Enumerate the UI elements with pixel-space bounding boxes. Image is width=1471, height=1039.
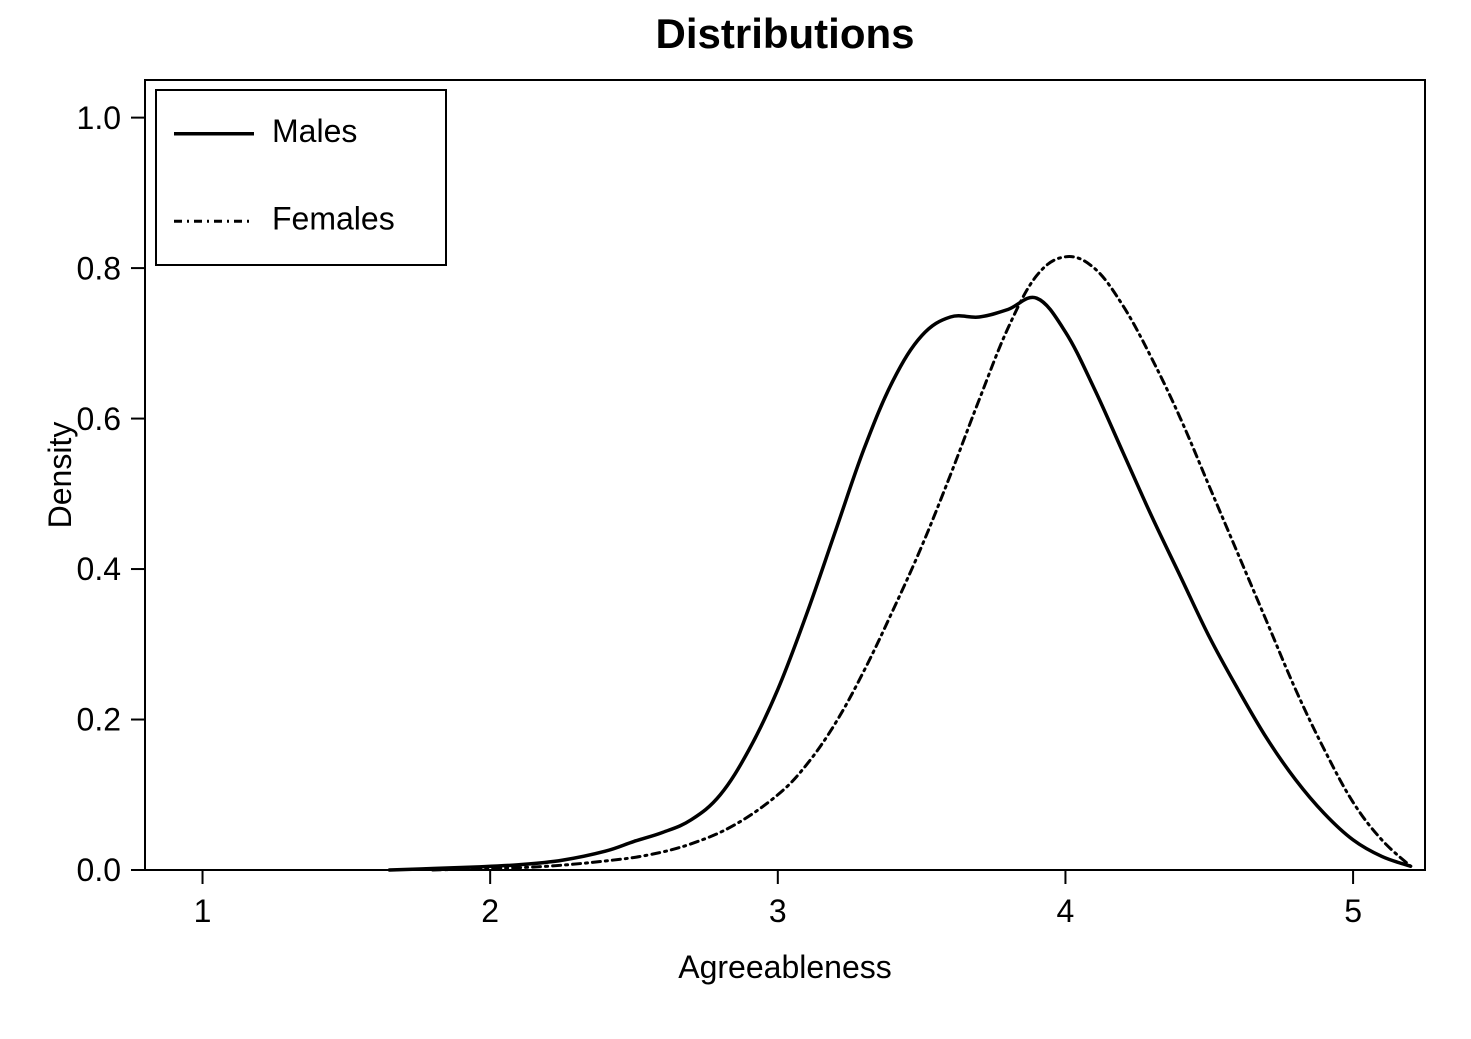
x-tick-label: 3 [769,893,787,929]
x-tick-label: 2 [481,893,499,929]
y-tick-label: 1.0 [77,100,121,136]
density-chart: Distributions 1 2 3 4 5 Agreeableness 0.0 0.2 0.4… [0,0,1471,1039]
x-tick-label: 1 [194,893,212,929]
x-axis-label: Agreeableness [678,949,891,985]
y-tick-label: 0.6 [77,401,121,437]
x-tick-label: 4 [1057,893,1075,929]
chart-svg: Distributions 1 2 3 4 5 Agreeableness 0.0 0.2 0.4… [0,0,1471,1039]
chart-title: Distributions [656,10,915,57]
series-males [389,297,1410,870]
legend-label: Males [272,113,357,149]
x-tick-label: 5 [1344,893,1362,929]
y-axis-label: Density [42,422,78,529]
y-tick-label: 0.2 [77,702,121,738]
series-females [433,257,1411,870]
y-tick-label: 0.8 [77,250,121,286]
y-tick-label: 0.4 [77,551,121,587]
y-tick-label: 0.0 [77,852,121,888]
legend-label: Females [272,201,395,237]
